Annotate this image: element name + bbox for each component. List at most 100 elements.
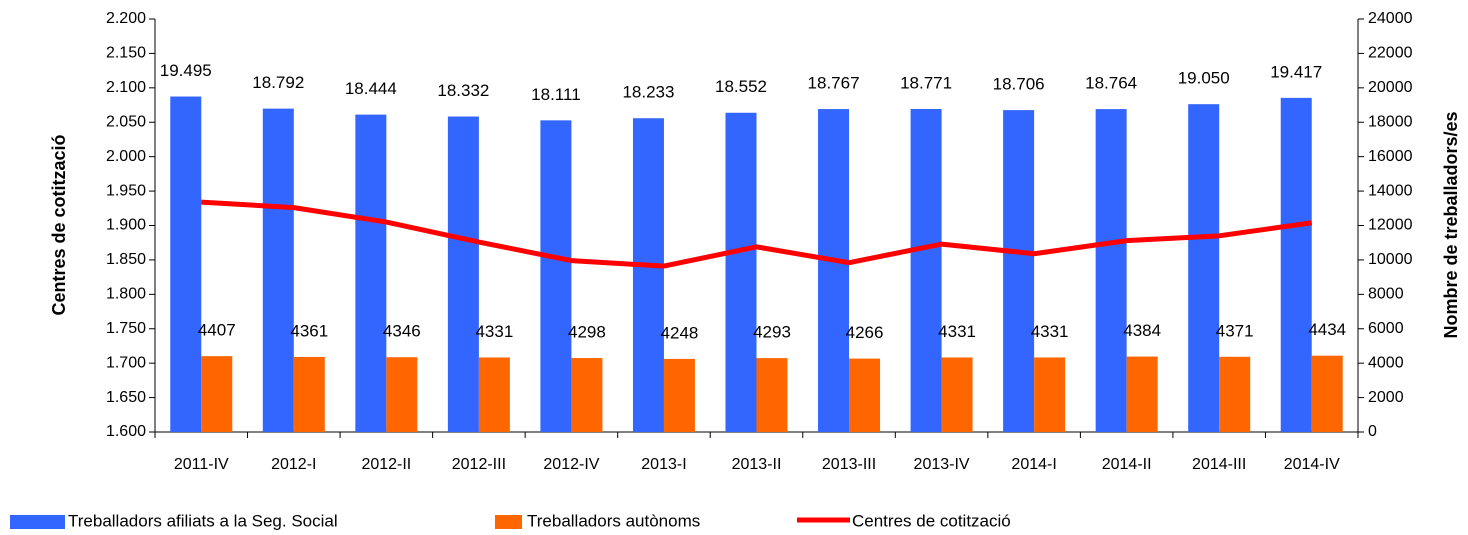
y-tick-label: 1.700 xyxy=(106,354,146,371)
y-tick-label: 2.050 xyxy=(106,113,146,130)
bar xyxy=(540,120,572,432)
y2-tick-label: 22000 xyxy=(1368,45,1413,62)
bar xyxy=(1219,356,1251,432)
data-label: 18.444 xyxy=(345,79,397,98)
bar xyxy=(355,114,387,432)
x-tick-label: 2013-IV xyxy=(914,456,970,473)
bar xyxy=(1034,357,1066,432)
legend-label: Treballadors afiliats a la Seg. Social xyxy=(68,511,338,530)
x-tick-label: 2012-IV xyxy=(543,456,599,473)
bar xyxy=(262,108,294,432)
y-tick-label: 2.200 xyxy=(106,10,146,27)
data-label: 4371 xyxy=(1216,321,1254,340)
bar xyxy=(818,109,850,432)
data-label: 18.792 xyxy=(252,73,304,92)
data-label: 4248 xyxy=(661,323,699,342)
y2-tick-label: 6000 xyxy=(1368,320,1404,337)
bar xyxy=(910,108,942,433)
data-label: 4361 xyxy=(290,321,328,340)
y-tick-label: 1.600 xyxy=(106,423,146,440)
bar xyxy=(478,357,510,432)
bar xyxy=(632,118,664,433)
bar xyxy=(725,112,757,432)
x-tick-label: 2014-IV xyxy=(1284,456,1340,473)
x-tick-label: 2013-III xyxy=(822,456,876,473)
line xyxy=(201,199,1313,269)
y2-tick-label: 12000 xyxy=(1368,217,1413,234)
legend-label: Centres de cotització xyxy=(852,511,1011,530)
legend-swatch xyxy=(10,515,65,529)
data-label: 4293 xyxy=(753,323,791,342)
bar xyxy=(663,358,695,432)
x-tick-label: 2012-I xyxy=(271,456,316,473)
x-tick-label: 2014-II xyxy=(1102,456,1152,473)
x-tick-label: 2012-II xyxy=(361,456,411,473)
y-tick-label: 1.950 xyxy=(106,182,146,199)
data-label: 19.417 xyxy=(1270,62,1322,81)
bar xyxy=(386,357,418,432)
y2-tick-label: 4000 xyxy=(1368,354,1404,371)
data-label: 4434 xyxy=(1308,320,1346,339)
bar xyxy=(1003,110,1035,432)
data-label: 4331 xyxy=(938,322,976,341)
x-tick-label: 2014-III xyxy=(1192,456,1246,473)
bar xyxy=(1280,97,1312,433)
bar xyxy=(941,357,973,432)
bar xyxy=(849,358,881,432)
y-tick-label: 2.100 xyxy=(106,79,146,96)
y2-tick-label: 8000 xyxy=(1368,286,1404,303)
y2-tick-label: 16000 xyxy=(1368,148,1413,165)
data-label: 4384 xyxy=(1123,321,1161,340)
y2-tick-label: 20000 xyxy=(1368,79,1413,96)
data-label: 18.111 xyxy=(531,85,580,104)
data-label: 18.771 xyxy=(900,73,952,92)
y-tick-label: 2.000 xyxy=(106,148,146,165)
x-tick-label: 2011-IV xyxy=(174,456,229,473)
data-label: 19.050 xyxy=(1178,69,1230,88)
data-label: 4331 xyxy=(475,322,513,341)
data-label: 4266 xyxy=(846,323,884,342)
y-tick-label: 2.150 xyxy=(106,45,146,62)
data-label: 18.767 xyxy=(808,74,860,93)
bar xyxy=(201,356,233,432)
y-tick-label: 1.850 xyxy=(106,251,146,268)
x-tick-label: 2013-I xyxy=(641,456,686,473)
bar xyxy=(756,358,788,432)
bar xyxy=(1095,109,1127,432)
y-tick-label: 1.800 xyxy=(106,286,146,303)
data-label: 4298 xyxy=(568,323,606,342)
legend-label: Treballadors autònoms xyxy=(527,511,700,530)
y-tick-label: 1.650 xyxy=(106,389,146,406)
y2-tick-label: 2000 xyxy=(1368,389,1404,406)
x-tick-label: 2013-II xyxy=(732,456,782,473)
data-label: 18.233 xyxy=(622,83,674,102)
y2-tick-label: 24000 xyxy=(1368,10,1413,27)
legend-swatch xyxy=(495,515,522,529)
y2-tick-label: 18000 xyxy=(1368,113,1413,130)
data-label: 4346 xyxy=(383,322,421,341)
bar xyxy=(1126,356,1158,432)
y2-tick-label: 0 xyxy=(1368,423,1377,440)
y2-axis-title: Nombre de treballadors/es xyxy=(1441,111,1461,338)
bar xyxy=(447,116,479,432)
data-label: 18.332 xyxy=(437,81,489,100)
data-label: 18.706 xyxy=(993,75,1045,94)
bar xyxy=(293,356,325,432)
y2-tick-label: 14000 xyxy=(1368,182,1413,199)
x-tick-label: 2014-I xyxy=(1011,456,1056,473)
y-tick-label: 1.900 xyxy=(106,217,146,234)
bar xyxy=(1311,355,1343,432)
bar xyxy=(571,358,603,432)
data-label: 19.495 xyxy=(160,61,212,80)
data-label: 4407 xyxy=(198,321,236,340)
bar xyxy=(170,96,202,432)
y-axis-title: Centres de cotització xyxy=(49,134,69,315)
bar xyxy=(1188,104,1220,433)
y-tick-label: 1.750 xyxy=(106,320,146,337)
x-tick-label: 2012-III xyxy=(452,456,506,473)
data-label: 18.764 xyxy=(1085,74,1137,93)
data-label: 4331 xyxy=(1031,322,1069,341)
y2-tick-label: 10000 xyxy=(1368,251,1413,268)
data-label: 18.552 xyxy=(715,77,767,96)
